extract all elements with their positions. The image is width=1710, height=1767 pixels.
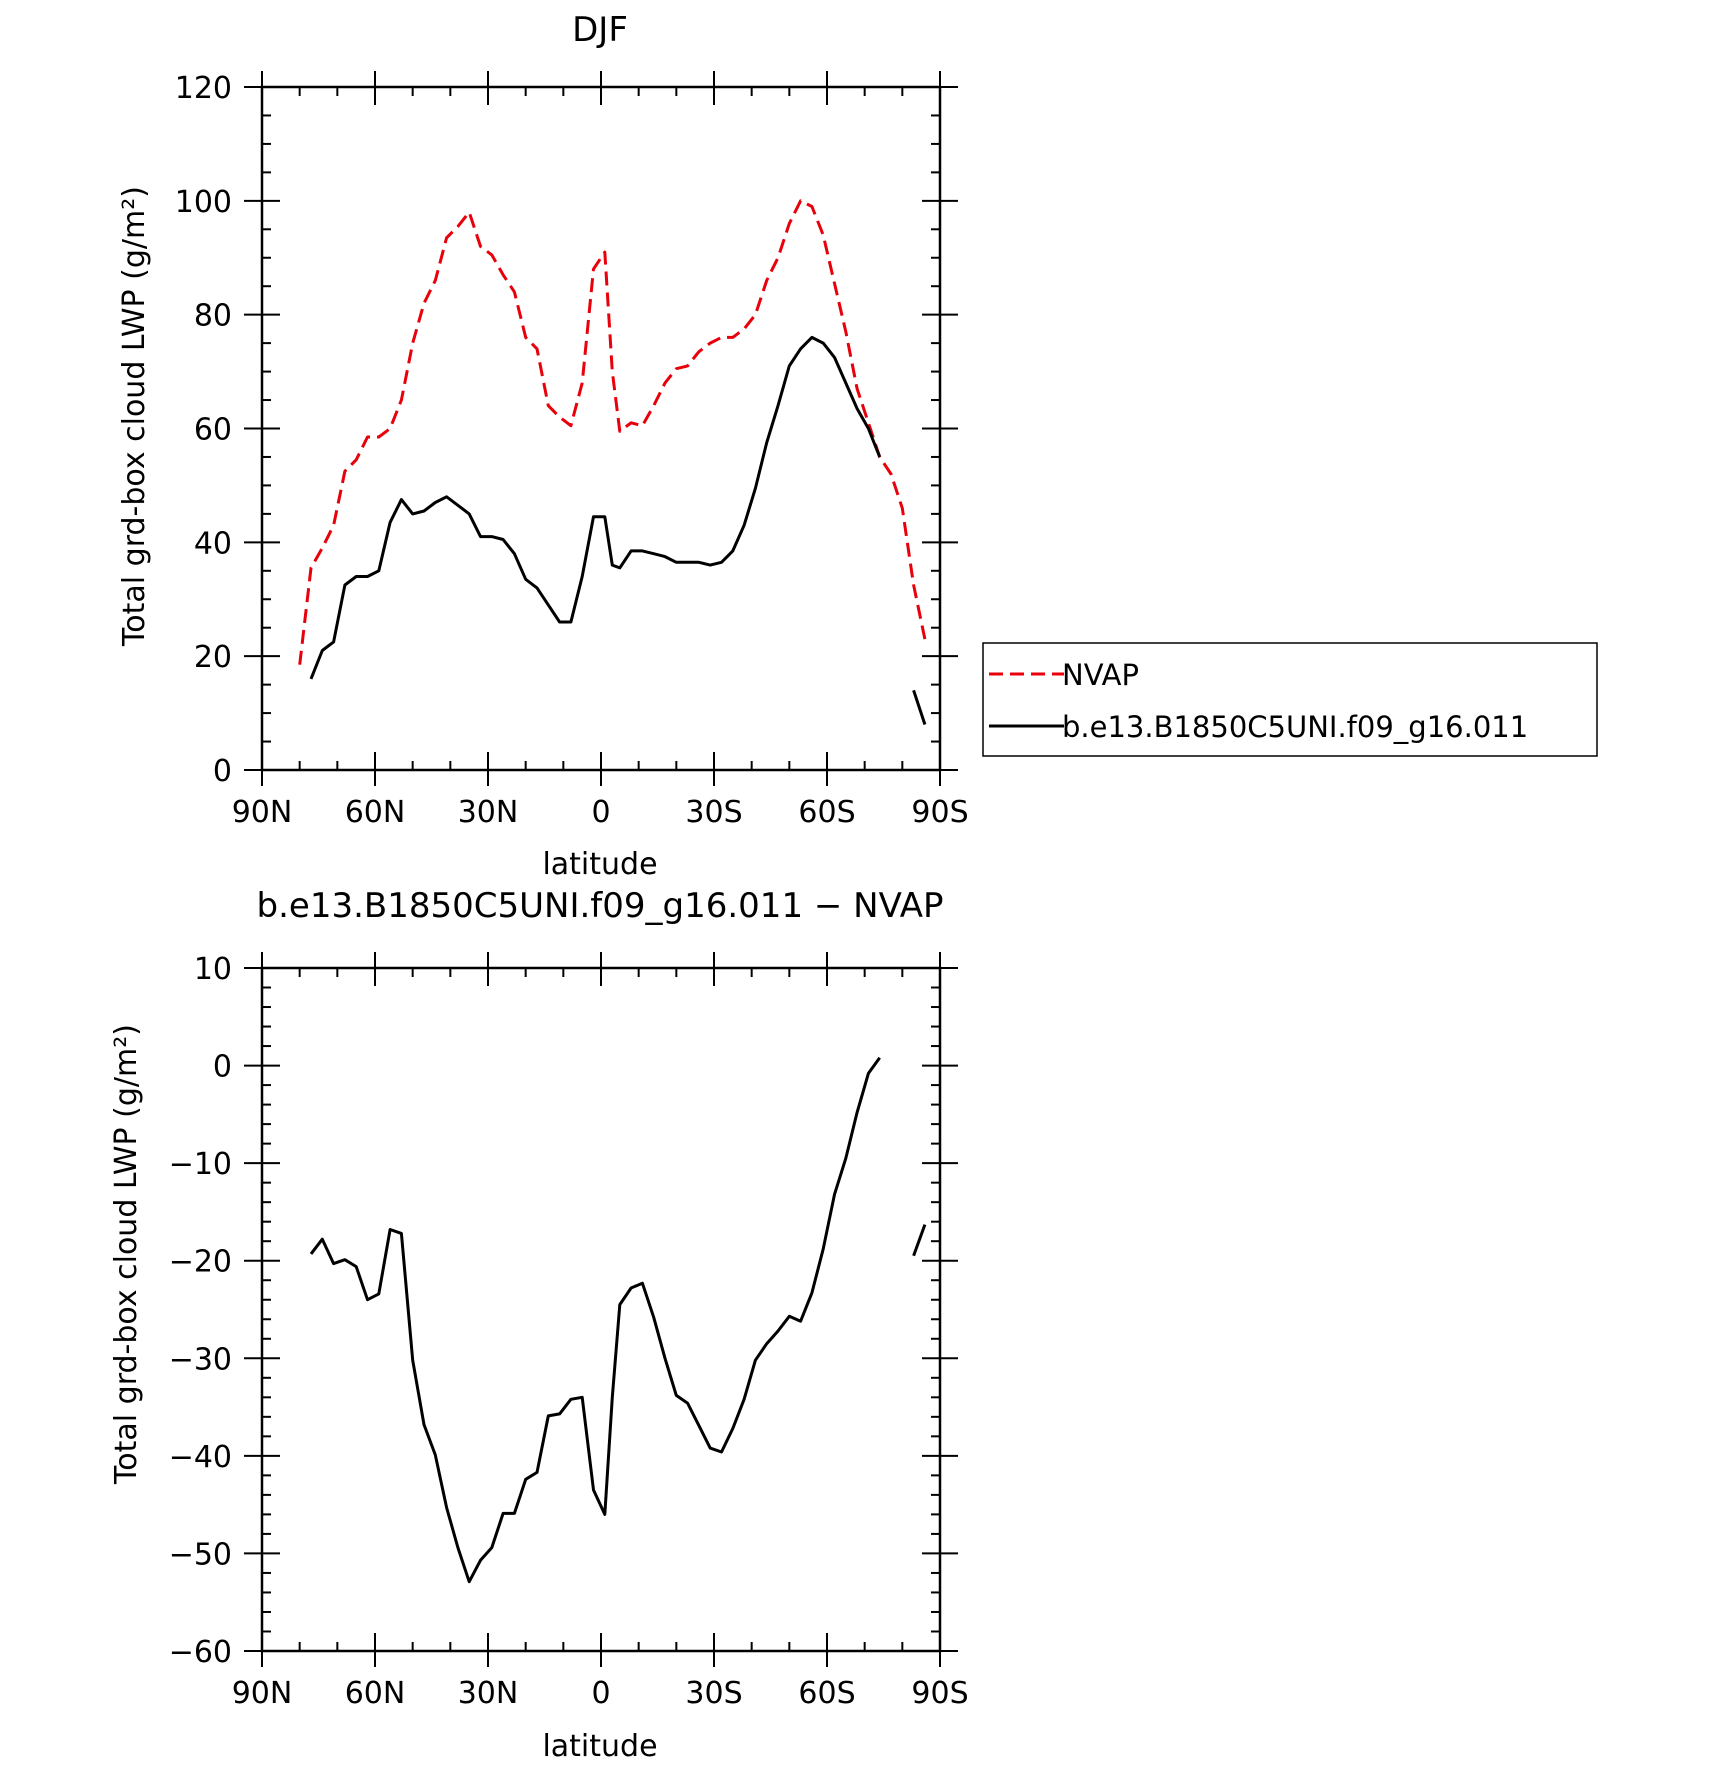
bottom-chart-y-tick-labels: −60 −50 −40 −30 −20 −10 0 10	[169, 952, 232, 1670]
top-chart-y-tick-label: 80	[194, 299, 232, 334]
bottom-chart-series-0-line	[912, 1224, 927, 1257]
legend-box	[982, 642, 1598, 757]
top-chart-x-tick-label: 0	[591, 795, 610, 830]
bottom-chart-frame	[260, 966, 942, 1653]
bottom-chart-y-tick-label: −20	[169, 1245, 232, 1280]
top-chart-x-tick-label: 60N	[345, 795, 406, 830]
top-chart-y-tick-label: 40	[194, 526, 232, 561]
bottom-chart-x-tick-label: 90S	[911, 1676, 968, 1711]
top-chart-y-tick-label: 60	[194, 413, 232, 448]
bottom-chart-x-tick-label: 90N	[232, 1676, 293, 1711]
bottom-chart-y-tick-label: −40	[169, 1440, 232, 1475]
top-chart-y-tick-label: 100	[175, 185, 232, 220]
top-chart-series-0-line	[298, 199, 927, 665]
bottom-chart-x-tick-label: 30S	[685, 1676, 742, 1711]
top-chart-x-axis-label: latitude	[542, 847, 657, 882]
top-chart-y-tick-label: 0	[213, 754, 232, 789]
top-chart-ticks	[244, 71, 958, 786]
bottom-chart-y-tick-label: 10	[194, 952, 232, 987]
top-chart-x-tick-label: 30S	[685, 795, 742, 830]
top-chart-x-tick-labels: 90N 60N 30N 0 30S 60S 90S	[232, 795, 969, 830]
top-chart-frame	[260, 85, 942, 772]
bottom-chart-x-axis-label: latitude	[542, 1729, 657, 1764]
top-chart-y-tick-label: 120	[175, 71, 232, 106]
top-chart-series	[298, 199, 927, 725]
bottom-chart-x-tick-label: 60N	[345, 1676, 406, 1711]
bottom-chart-y-axis-label: Total grd-box cloud LWP (g/m²)	[109, 1024, 144, 1485]
bottom-chart-series-0-line	[309, 1056, 881, 1584]
bottom-chart-x-tick-label: 60S	[798, 1676, 855, 1711]
bottom-chart-y-tick-label: −10	[169, 1147, 232, 1182]
bottom-chart-y-tick-label: 0	[213, 1050, 232, 1085]
top-chart-x-tick-label: 90N	[232, 795, 293, 830]
top-chart-x-tick-label: 60S	[798, 795, 855, 830]
bottom-chart-ticks	[244, 952, 958, 1667]
bottom-chart-series	[309, 1056, 927, 1584]
top-chart-series-1-line	[912, 689, 927, 725]
bottom-chart-title: b.e13.B1850C5UNI.f09_g16.011 − NVAP	[257, 886, 944, 926]
top-chart-y-tick-label: 20	[194, 640, 232, 675]
top-chart-y-tick-labels: 0 20 40 60 80 100 120	[175, 71, 232, 789]
bottom-chart-x-tick-label: 30N	[458, 1676, 519, 1711]
bottom-chart-x-tick-labels: 90N 60N 30N 0 30S 60S 90S	[232, 1676, 969, 1711]
legend: NVAP b.e13.B1850C5UNI.f09_g16.011	[982, 642, 1598, 757]
bottom-chart-panel: b.e13.B1850C5UNI.f09_g16.011 − NVAP −60−…	[109, 886, 969, 1764]
top-chart-x-tick-label: 30N	[458, 795, 519, 830]
top-chart-x-tick-label: 90S	[911, 795, 968, 830]
bottom-chart-x-tick-label: 0	[591, 1676, 610, 1711]
bottom-chart-y-tick-label: −50	[169, 1537, 232, 1572]
bottom-chart-y-tick-label: −30	[169, 1342, 232, 1377]
top-chart-title: DJF	[572, 10, 628, 50]
top-chart-y-axis-label: Total grd-box cloud LWP (g/m²)	[117, 186, 152, 647]
bottom-chart-y-tick-label: −60	[169, 1635, 232, 1670]
top-chart-series-1-line	[309, 335, 882, 680]
legend-label-nvap: NVAP	[1062, 658, 1139, 692]
legend-label-model: b.e13.B1850C5UNI.f09_g16.011	[1062, 710, 1528, 744]
